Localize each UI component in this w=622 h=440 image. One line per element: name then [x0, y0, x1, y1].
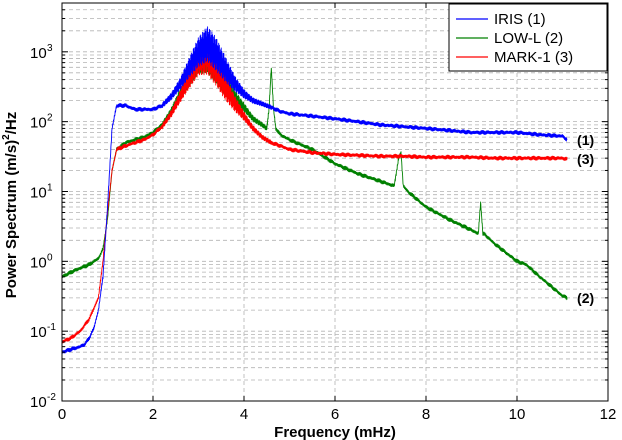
y-tick-label: 10 [30, 184, 47, 201]
y-tick-label: 10 [30, 45, 47, 62]
y-tick-label-exponent: 3 [47, 43, 53, 54]
grid-lines [62, 2, 608, 401]
y-axis-title-sup: 2 [1, 134, 12, 140]
x-tick-label: 6 [331, 406, 339, 423]
y-axis-title-tail: /Hz [3, 112, 20, 135]
y-tick-label: 10 [30, 115, 47, 132]
x-tick-label: 4 [240, 406, 248, 423]
series-line-iris [61, 26, 568, 354]
y-tick-label: 10 [30, 394, 47, 411]
y-tick-label-exponent: -1 [47, 322, 56, 333]
series-end-label-low-l: (2) [577, 290, 594, 306]
legend-label-low-l: LOW-L (2) [494, 30, 563, 47]
x-tick-labels: 0 2 4 6 8 10 12 [58, 406, 617, 423]
legend-label-iris: IRIS (1) [494, 11, 546, 28]
series-end-label-iris: (1) [577, 132, 594, 148]
legend-label-mark-1: MARK-1 (3) [494, 49, 573, 66]
y-tick-label-exponent: 0 [47, 252, 53, 263]
y-tick-label-exponent: 1 [47, 182, 53, 193]
x-tick-label: 0 [58, 406, 66, 423]
legend: IRIS (1) LOW-L (2) MARK-1 (3) [448, 3, 608, 72]
y-tick-label: 10 [30, 324, 47, 341]
data-series [61, 26, 568, 354]
x-tick-label: 8 [422, 406, 430, 423]
x-axis-title: Frequency (mHz) [274, 424, 396, 440]
y-axis-title: Power Spectrum (m/s)2/Hz [1, 112, 20, 298]
y-tick-label: 10 [30, 254, 47, 271]
y-axis-title-main: Power Spectrum (m/s) [3, 140, 20, 298]
x-tick-label: 2 [149, 406, 157, 423]
series-end-label-mark-1: (3) [577, 151, 594, 167]
series-line-mark-1 [61, 39, 568, 344]
axis-ticks [61, 2, 609, 401]
y-tick-label-exponent: 2 [47, 113, 53, 124]
x-tick-label: 10 [509, 406, 526, 423]
x-tick-label: 12 [600, 406, 617, 423]
y-tick-label-exponent: -2 [47, 392, 56, 403]
